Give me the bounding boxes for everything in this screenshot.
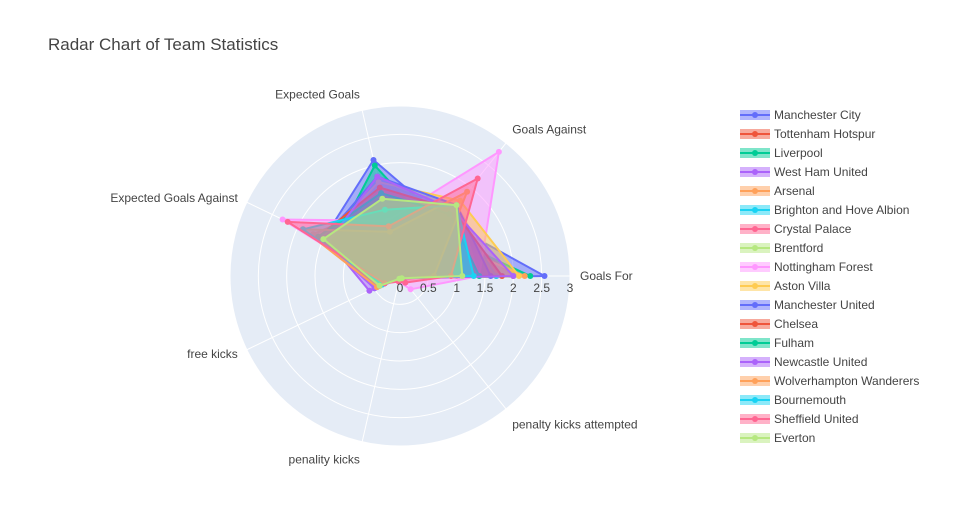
data-point — [407, 286, 414, 293]
legend-label: Fulham — [774, 336, 814, 350]
radial-tick-label: 1.5 — [477, 281, 494, 295]
angular-grid-line — [361, 275, 401, 442]
data-point — [376, 282, 383, 289]
angular-grid-line — [399, 275, 507, 410]
data-point — [527, 273, 534, 279]
legend-item[interactable]: Liverpool — [740, 146, 823, 160]
data-point — [398, 275, 405, 282]
angular-axis-label: Expected Goals Against — [110, 191, 238, 205]
data-point — [374, 173, 381, 180]
legend-label: Sheffield United — [774, 412, 859, 426]
series-layer — [279, 148, 548, 294]
legend-marker — [752, 416, 758, 422]
data-point — [474, 175, 481, 182]
data-point — [510, 273, 517, 279]
data-point — [379, 195, 386, 202]
angular-axis-label: free kicks — [187, 347, 238, 361]
angular-axis-label: penalty kicks attempted — [512, 418, 637, 432]
axis-label-layer: 0 0.5 1 1.5 2 2.5 3 Goals For Goals Against Expec… — [110, 88, 637, 467]
legend-label: Nottingham Forest — [774, 260, 873, 274]
legend-label: Manchester United — [774, 298, 875, 312]
data-point — [459, 273, 466, 279]
angular-axis-label: Goals For — [580, 269, 633, 283]
legend-label: Manchester City — [774, 108, 861, 122]
legend-item[interactable]: Wolverhampton Wanderers — [740, 374, 919, 388]
legend-marker — [752, 378, 758, 384]
radial-tick-label: 0.5 — [420, 281, 437, 295]
legend-item[interactable]: Manchester United — [740, 298, 875, 312]
data-point — [320, 236, 327, 243]
legend-label: Wolverhampton Wanderers — [774, 374, 919, 388]
legend-item[interactable]: Newcastle United — [740, 355, 867, 369]
data-point — [279, 216, 286, 223]
legend-label: Tottenham Hotspur — [774, 127, 875, 141]
legend-item[interactable]: Fulham — [740, 336, 814, 350]
legend-marker — [752, 245, 758, 251]
legend-label: Crystal Palace — [774, 222, 852, 236]
angular-axis-label: Expected Goals — [275, 88, 360, 102]
legend-marker — [752, 340, 758, 346]
legend-item[interactable]: Arsenal — [740, 184, 815, 198]
legend-marker — [752, 226, 758, 232]
radial-tick-label: 2.5 — [533, 281, 550, 295]
legend-item[interactable]: Tottenham Hotspur — [740, 127, 875, 141]
legend-item[interactable]: Crystal Palace — [740, 222, 852, 236]
legend-label: West Ham United — [774, 165, 868, 179]
data-point — [284, 218, 291, 225]
data-point — [516, 273, 522, 279]
legend-marker — [752, 283, 758, 289]
legend-item[interactable]: West Ham United — [740, 165, 868, 179]
legend-marker — [752, 169, 758, 175]
legend-marker — [752, 207, 758, 213]
legend-marker — [752, 359, 758, 365]
radial-tick-label: 0 — [397, 281, 404, 295]
data-point — [370, 157, 377, 163]
angular-axis-label: penality kicks — [289, 453, 360, 467]
series-group — [320, 195, 466, 289]
legend-label: Everton — [774, 431, 815, 445]
legend-marker — [752, 397, 758, 403]
radial-tick-label: 1 — [453, 281, 460, 295]
angular-axis-label: Goals Against — [512, 122, 587, 136]
legend-label: Liverpool — [774, 146, 823, 160]
legend-marker — [752, 131, 758, 137]
legend-label: Newcastle United — [774, 355, 867, 369]
legend-item[interactable]: Brighton and Hove Albion — [740, 203, 909, 217]
legend-marker — [752, 264, 758, 270]
legend-item[interactable]: Manchester City — [740, 108, 861, 122]
data-point — [371, 162, 378, 169]
chart-title: Radar Chart of Team Statistics — [48, 35, 278, 54]
data-point — [521, 273, 528, 279]
legend-item[interactable]: Brentford — [740, 241, 823, 255]
data-point — [541, 273, 548, 279]
data-point — [453, 202, 460, 209]
legend-item[interactable]: Nottingham Forest — [740, 260, 873, 274]
radial-tick-label: 2 — [510, 281, 517, 295]
legend-item[interactable]: Bournemouth — [740, 393, 846, 407]
legend-marker — [752, 321, 758, 327]
legend-marker — [752, 112, 758, 118]
data-point — [366, 287, 373, 294]
legend-label: Brentford — [774, 241, 823, 255]
data-point — [495, 148, 502, 155]
legend-marker — [752, 435, 758, 441]
legend-item[interactable]: Sheffield United — [740, 412, 859, 426]
legend-label: Arsenal — [774, 184, 815, 198]
legend-marker — [752, 188, 758, 194]
legend-label: Brighton and Hove Albion — [774, 203, 909, 217]
legend-item[interactable]: Aston Villa — [740, 279, 831, 293]
legend-marker — [752, 302, 758, 308]
legend-label: Bournemouth — [774, 393, 846, 407]
radial-tick-label: 3 — [567, 281, 574, 295]
legend-label: Aston Villa — [774, 279, 831, 293]
legend[interactable]: Manchester City Tottenham Hotspur Liverpoo… — [740, 108, 919, 445]
data-point — [402, 279, 409, 286]
legend-label: Chelsea — [774, 317, 818, 331]
legend-item[interactable]: Everton — [740, 431, 815, 445]
legend-marker — [752, 150, 758, 156]
legend-item[interactable]: Chelsea — [740, 317, 818, 331]
data-point — [470, 273, 477, 279]
